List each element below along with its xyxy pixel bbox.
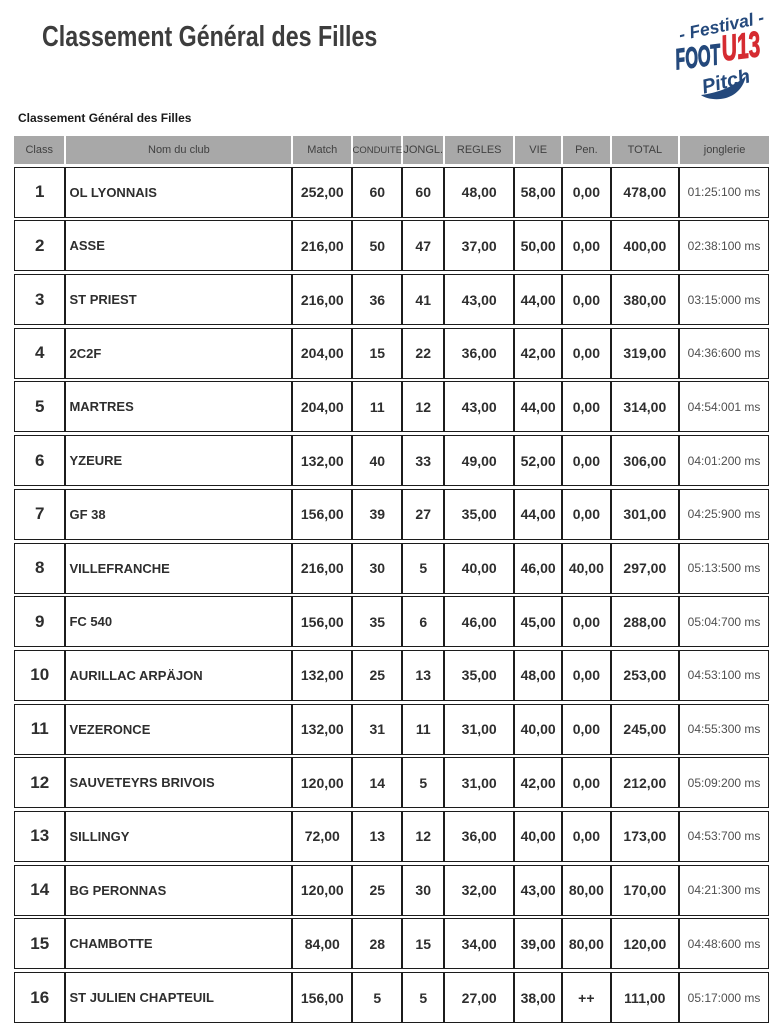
svg-text:U13: U13 [719, 23, 763, 68]
svg-text:FOOT: FOOT [674, 39, 724, 76]
